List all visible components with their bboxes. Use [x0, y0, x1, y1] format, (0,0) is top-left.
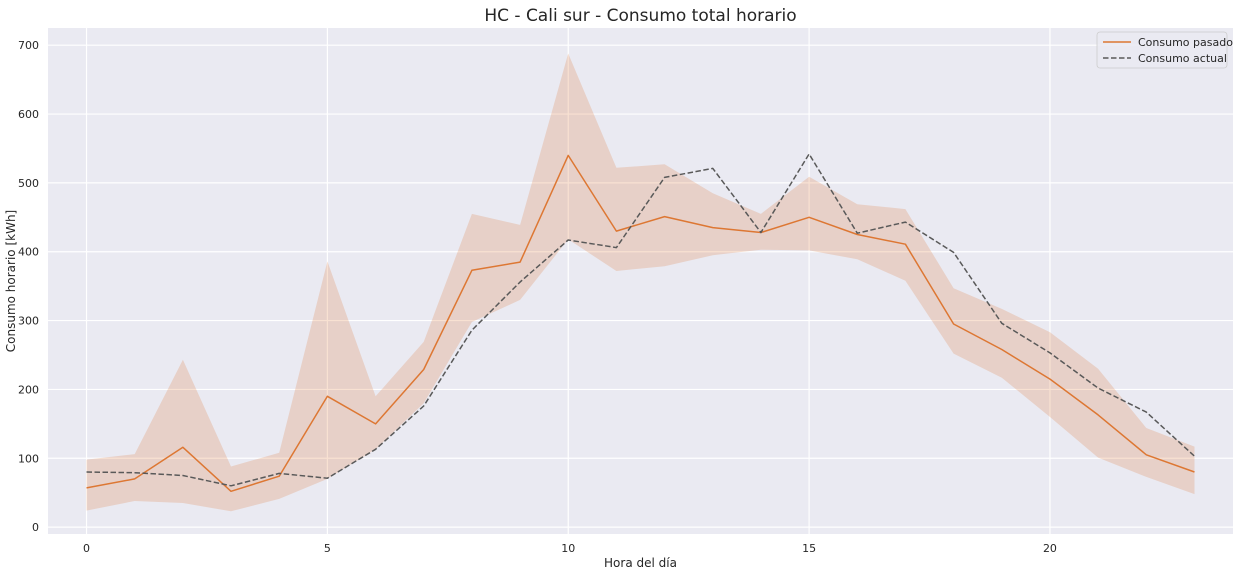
y-axis-label: Consumo horario [kWh]: [4, 210, 18, 352]
y-tick-label: 600: [18, 108, 39, 121]
confidence-band: [86, 53, 1195, 512]
plot-area: [48, 28, 1233, 534]
x-tick-label: 15: [802, 542, 816, 555]
y-tick-label: 500: [18, 177, 39, 190]
x-tick-label: 0: [83, 542, 90, 555]
x-tick-label: 5: [324, 542, 331, 555]
x-axis-label: Hora del día: [604, 556, 677, 570]
chart-title: HC - Cali sur - Consumo total horario: [484, 6, 796, 26]
series-line-consumo-pasado: [86, 154, 1195, 493]
gridlines: [48, 28, 1233, 534]
y-tick-label: 300: [18, 315, 39, 328]
x-tick-label: 20: [1043, 542, 1057, 555]
y-tick-label: 400: [18, 246, 39, 259]
y-tick-label: 200: [18, 383, 39, 396]
x-tick-label: 10: [561, 542, 575, 555]
legend-box: [1096, 31, 1228, 69]
y-tick-label: 100: [18, 452, 39, 465]
chart-marks: [86, 53, 1196, 512]
legend-label: Consumo actual: [1138, 52, 1227, 65]
legend: Consumo pasado Consumo actual: [1096, 31, 1233, 69]
y-tick-label: 700: [18, 39, 39, 52]
legend-label: Consumo pasado: [1138, 36, 1233, 49]
y-tick-label: 0: [32, 521, 39, 534]
series-line-consumo-actual: [86, 153, 1196, 487]
